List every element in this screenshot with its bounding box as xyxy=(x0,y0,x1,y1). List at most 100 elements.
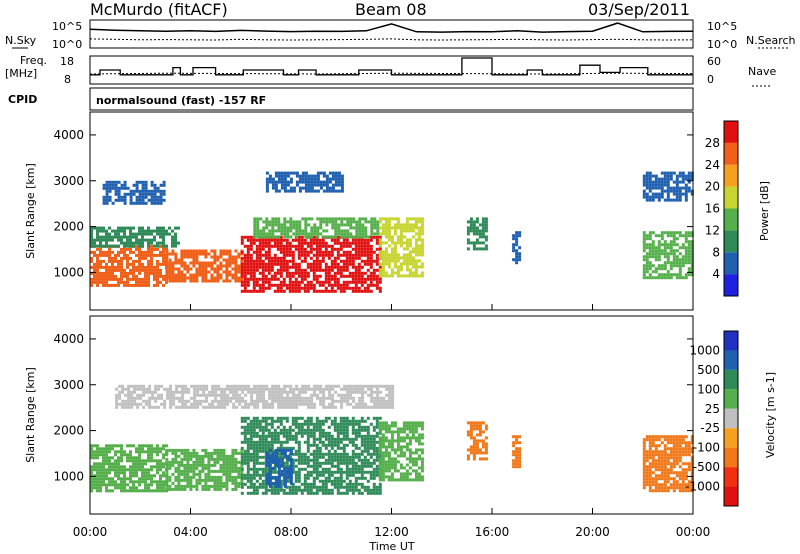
velocity-cells-cell xyxy=(252,428,256,432)
power-cells-cell xyxy=(198,264,202,268)
power-cells-cell xyxy=(132,226,135,230)
power-cells-cell xyxy=(273,238,277,242)
power-cells-cell xyxy=(283,177,287,181)
velocity-cells-cell xyxy=(282,491,286,495)
velocity-cells-cell xyxy=(214,384,218,388)
velocity-cells-cell xyxy=(204,478,208,482)
velocity-cells-cell xyxy=(303,419,307,423)
velocity-cells-cell xyxy=(336,443,340,447)
power-cells-cell xyxy=(90,232,93,236)
velocity-cells-cell xyxy=(117,474,120,478)
velocity-cells-cell xyxy=(117,456,120,460)
power-cells-cell xyxy=(291,262,295,266)
velocity-cells-cell xyxy=(333,485,337,489)
velocity-cells-cell xyxy=(690,474,694,478)
velocity-cells-cell xyxy=(130,393,134,397)
power-cells-cell xyxy=(286,220,290,224)
power-cells-cell xyxy=(411,256,415,260)
velocity-cells-cell xyxy=(354,482,358,486)
power-cells-cell xyxy=(346,235,350,239)
power-cells-cell xyxy=(357,268,361,272)
power-cells-cell xyxy=(108,274,111,278)
velocity-cells-cell xyxy=(201,487,205,491)
power-cells-cell xyxy=(279,241,283,245)
power-cells-cell xyxy=(378,247,382,251)
power-cells-cell xyxy=(405,229,409,233)
power-cells-cell xyxy=(222,279,226,283)
velocity-cells-cell xyxy=(663,483,667,487)
power-cells-cell xyxy=(645,186,649,190)
velocity-cells-cell xyxy=(142,405,146,409)
power-cells-cell xyxy=(675,249,679,253)
power-cells-cell xyxy=(105,180,109,184)
power-cells-cell xyxy=(469,223,473,227)
power-cells-cell xyxy=(648,177,652,181)
velocity-cells-cell xyxy=(207,472,211,476)
power-cells-cell xyxy=(231,255,235,259)
velocity-cells-cell xyxy=(246,428,250,432)
power-cells-cell xyxy=(99,265,102,269)
velocity-cells-cell xyxy=(289,475,293,479)
power-cells-cell xyxy=(129,271,132,275)
velocity-cells-cell xyxy=(283,387,287,391)
power-cells-cell xyxy=(325,220,329,224)
power-cells-cell xyxy=(315,289,319,293)
velocity-cells-cell xyxy=(345,422,349,426)
velocity-cells-cell xyxy=(126,468,129,472)
power-cells-cell xyxy=(174,279,178,283)
power-cells-cell xyxy=(354,274,358,278)
power-cells-cell xyxy=(297,253,301,257)
power-cells-cell xyxy=(108,256,111,260)
velocity-cells-cell xyxy=(180,451,184,455)
power-cells-cell xyxy=(372,271,376,275)
power-cells-cell xyxy=(316,189,320,193)
velocity-cells-cell xyxy=(283,451,287,455)
power-cells-cell xyxy=(123,247,126,251)
velocity-cells-cell xyxy=(681,471,685,475)
velocity-cells-cell xyxy=(207,484,211,488)
velocity-cells-cell xyxy=(515,441,519,445)
velocity-cells-cell xyxy=(651,471,655,475)
power-cells-cell xyxy=(466,220,470,224)
power-cells-cell xyxy=(322,171,326,175)
power-cells-cell xyxy=(327,280,331,284)
power-cells-cell xyxy=(669,267,673,271)
velocity-cells-cell xyxy=(90,468,93,472)
power-cells-cell xyxy=(417,217,421,221)
power-cells-cell xyxy=(96,271,99,275)
velocity-cells-cell xyxy=(279,422,283,426)
power-cells-cell xyxy=(255,256,259,260)
velocity-cells-cell xyxy=(333,449,337,453)
power-cells-cell xyxy=(111,250,114,254)
power-cells-cell xyxy=(168,258,172,262)
power-cells-cell xyxy=(279,250,283,254)
velocity-cells-cell xyxy=(193,405,197,409)
power-cells-cell xyxy=(645,276,649,280)
velocity-cells-cell xyxy=(207,457,211,461)
velocity-cells-cell xyxy=(111,480,114,484)
power-cells-cell xyxy=(405,226,409,230)
velocity-cells-cell xyxy=(132,459,135,463)
velocity-cells-cell xyxy=(228,475,232,479)
velocity-cells-cell xyxy=(672,435,676,439)
velocity-cells-cell xyxy=(249,437,253,441)
velocity-cells-cell xyxy=(378,448,382,452)
velocity-cells-cell xyxy=(339,476,343,480)
power-cells-cell xyxy=(292,223,296,227)
velocity-cells-cell xyxy=(366,431,370,435)
power-cells-cell xyxy=(111,229,114,233)
power-cells-cell xyxy=(99,271,102,275)
power-cells-cell xyxy=(316,229,320,233)
power-cells-cell xyxy=(283,217,287,221)
power-cells-cell xyxy=(298,220,302,224)
power-cells-cell xyxy=(663,246,667,250)
power-cells-cell xyxy=(373,232,377,236)
velocity-cells-cell xyxy=(357,455,361,459)
power-cells-cell xyxy=(210,264,214,268)
velocity-cells-cell xyxy=(120,471,123,475)
velocity-cells-cell xyxy=(351,452,355,456)
power-cells-cell xyxy=(276,262,280,266)
power-cells-cell xyxy=(249,256,253,260)
velocity-cells-cell xyxy=(228,463,232,467)
power-cells-cell xyxy=(162,274,165,278)
